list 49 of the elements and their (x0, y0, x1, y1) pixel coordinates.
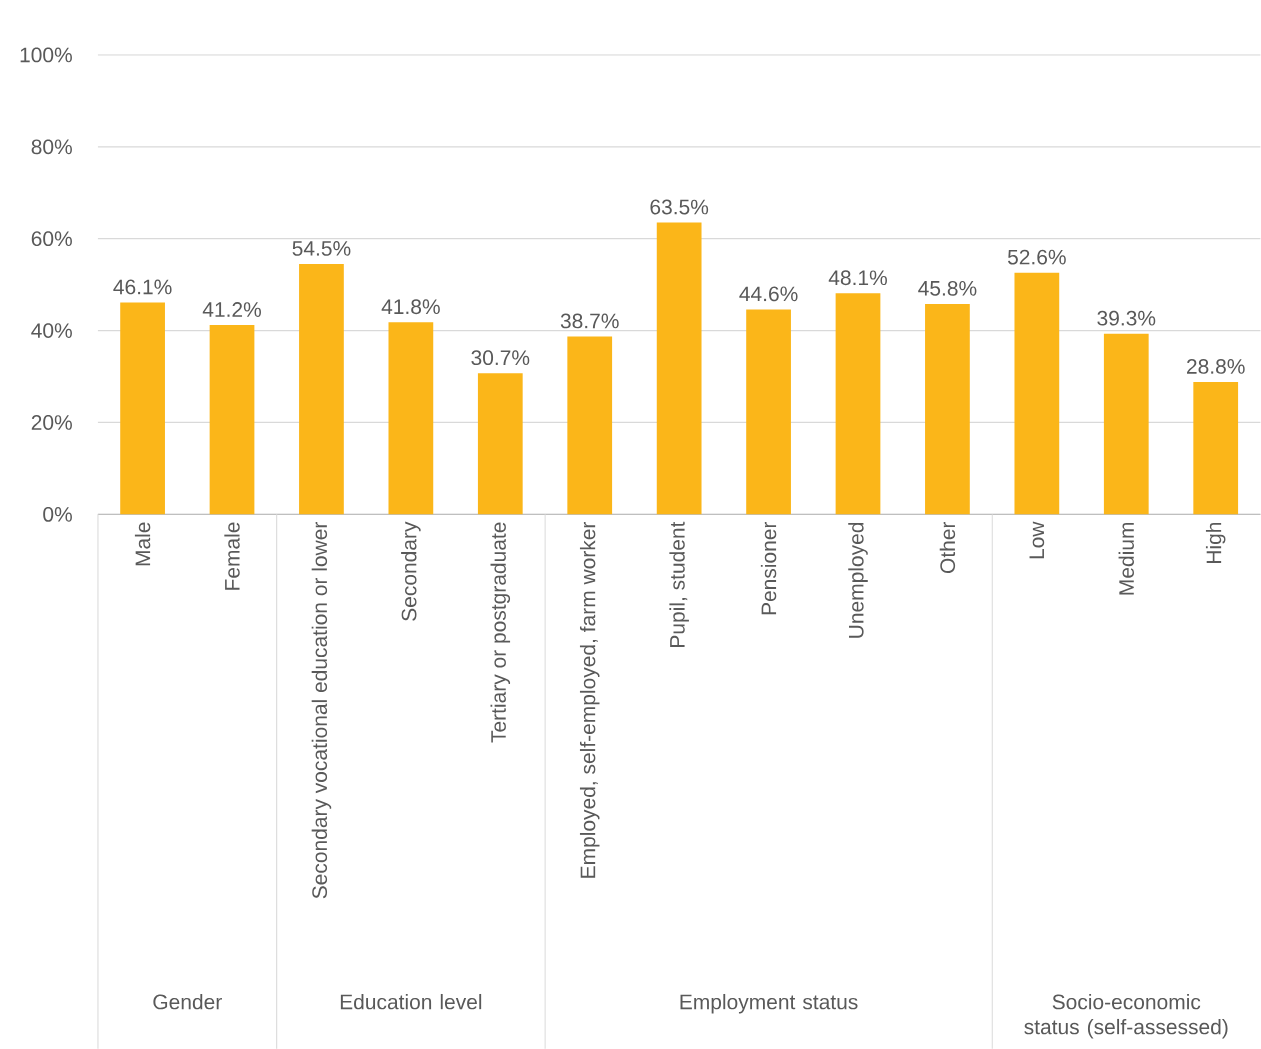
data-label: 46.1% (113, 279, 172, 295)
bar (835, 293, 881, 515)
bar (1103, 333, 1149, 515)
y-tick-label: 80% (31, 139, 72, 155)
bar (1014, 272, 1060, 515)
x-tick-label: Unemployed (848, 522, 868, 638)
data-label: 30.7% (471, 350, 530, 365)
x-tick-label: Male (134, 522, 151, 566)
data-label: 48.1% (828, 270, 887, 286)
x-tick-label: Secondary (401, 521, 421, 621)
text: Gender (153, 993, 222, 1010)
bar (477, 373, 523, 515)
bar (120, 302, 165, 515)
data-label: 63.5% (650, 199, 709, 215)
y-tick-label: 0% (43, 506, 72, 522)
bar (388, 322, 434, 515)
y-tick-label: 20% (31, 414, 72, 430)
bar (1193, 381, 1239, 515)
x-tick-label: Pupil, student (669, 521, 689, 647)
y-tick-label: 40% (31, 323, 72, 338)
bar (925, 303, 970, 515)
data-label: 41.2% (202, 301, 261, 317)
data-label: 28.8% (1187, 358, 1245, 374)
bar (656, 222, 702, 515)
bar (299, 263, 344, 515)
y-tick-label: 60% (31, 231, 72, 246)
bar (209, 324, 255, 515)
x-tick-label: Medium (1118, 522, 1134, 595)
y-tick-label: 100% (20, 47, 72, 63)
x-tick-label: Female (224, 522, 240, 590)
x-tick-label: High (1205, 522, 1226, 563)
text: Socio-economic status (self-assessed) (1024, 993, 1228, 1039)
x-tick-label: Low (1029, 521, 1045, 559)
data-label: 45.8% (918, 280, 977, 296)
x-tick-label: Secondary vocational education or lower (311, 521, 332, 899)
x-tick-label: Other (939, 521, 956, 573)
data-label: 54.5% (292, 240, 351, 256)
x-tick-label: Employed, self-employed, farm worker (579, 521, 600, 878)
data-label: 41.8% (381, 299, 440, 314)
bar (746, 309, 791, 515)
bar (567, 336, 613, 515)
x-tick-label: Pensioner (760, 521, 777, 615)
data-label: 44.6% (739, 286, 798, 302)
text: Education level (340, 993, 482, 1010)
data-label: 39.3% (1097, 310, 1156, 326)
data-label: 52.6% (1007, 249, 1066, 265)
x-tick-label: Tertiary or postgraduate (490, 522, 511, 743)
text: Employment status (680, 993, 858, 1014)
data-label: 38.7% (560, 313, 619, 329)
